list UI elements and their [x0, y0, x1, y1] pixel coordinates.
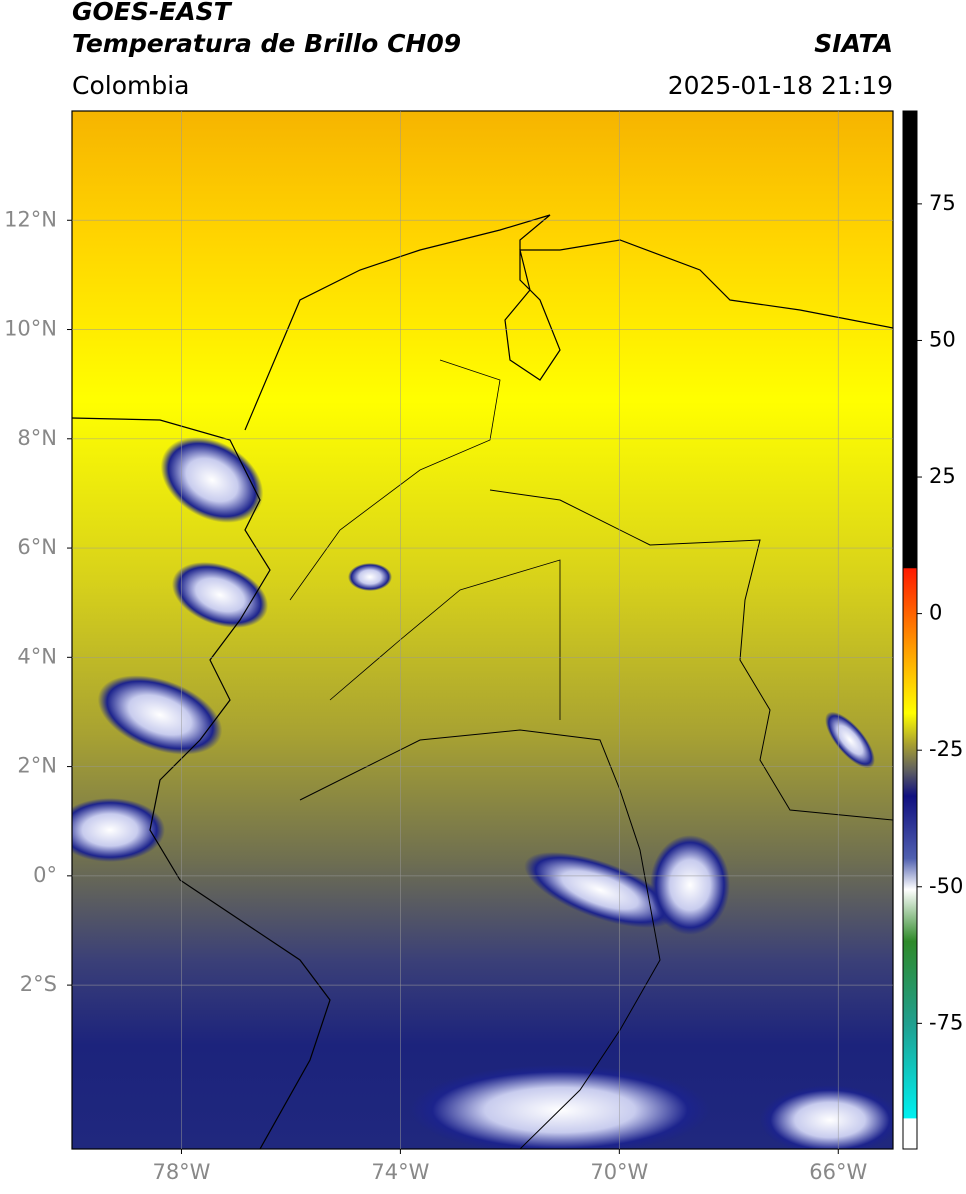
y-tick-label: 6°N — [17, 535, 57, 559]
source: SIATA — [814, 29, 893, 58]
map-image — [72, 111, 893, 1149]
y-tick-label: 4°N — [17, 644, 57, 668]
x-tick-label: 66°W — [809, 1160, 867, 1184]
map-frame — [71, 110, 894, 1150]
colorbar-tick-label: 50 — [929, 327, 956, 351]
colorbar-tick-label: 0 — [929, 601, 942, 625]
y-tick-label: 2°S — [20, 972, 57, 996]
y-tick-label: 10°N — [4, 317, 57, 341]
colorbar-tick-label: -75 — [929, 1010, 963, 1034]
datetime: 2025-01-18 21:19 — [668, 71, 893, 100]
x-tick-label: 70°W — [590, 1160, 648, 1184]
region: Colombia — [72, 71, 189, 100]
y-tick-label: 0° — [33, 863, 57, 887]
x-tick-label: 78°W — [152, 1160, 210, 1184]
title: GOES-EAST — [72, 0, 233, 26]
colorbar-tick-label: 25 — [929, 464, 956, 488]
x-tick-label: 74°W — [371, 1160, 429, 1184]
subtitle: Temperatura de Brillo CH09 — [72, 29, 461, 58]
colorbar-tick-label: -50 — [929, 874, 963, 898]
y-tick-label: 2°N — [17, 754, 57, 778]
colorbar — [902, 110, 918, 1150]
colorbar-tick-label: 75 — [929, 191, 956, 215]
y-tick-label: 12°N — [4, 207, 57, 231]
colorbar-tick-label: -25 — [929, 737, 963, 761]
y-tick-label: 8°N — [17, 426, 57, 450]
